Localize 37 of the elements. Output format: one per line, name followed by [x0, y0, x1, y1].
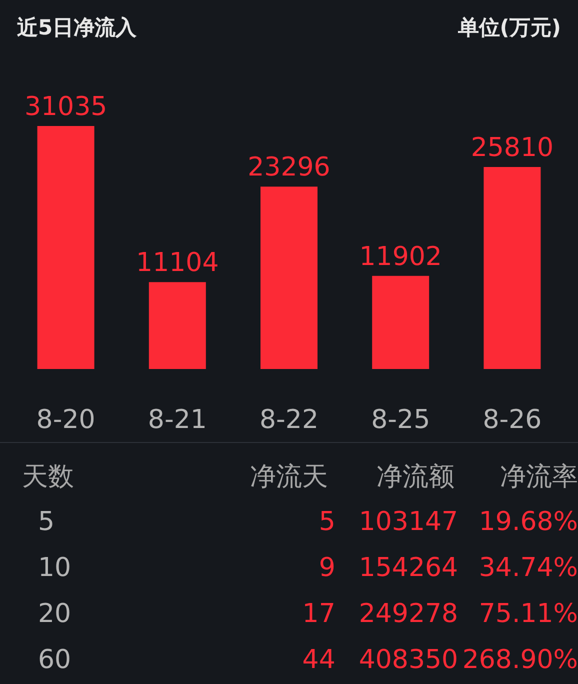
bar: [148, 282, 206, 369]
x-tick-label: 8-26: [482, 405, 542, 435]
chart-title: 近5日净流入: [16, 16, 138, 40]
text: 5: [38, 507, 55, 537]
x-tick-label: 8-25: [371, 405, 430, 435]
bar: [260, 186, 318, 369]
data-label: 25810: [470, 132, 554, 163]
text: 154264: [358, 553, 458, 583]
text: 268.90%: [462, 645, 578, 675]
text: 44: [302, 645, 336, 675]
text: 19.68%: [478, 507, 578, 537]
x-tick-label: 8-22: [259, 405, 319, 435]
text: 103147: [358, 507, 458, 537]
text: 75.11%: [478, 599, 578, 629]
text: 34.74%: [478, 553, 578, 583]
text: 17: [302, 599, 336, 629]
category-label: 天数: [21, 460, 75, 494]
x-tick-label: 8-20: [36, 405, 96, 435]
x-tick-label: 8-21: [148, 405, 207, 435]
data-label: 11902: [359, 242, 442, 272]
text: 408350: [358, 645, 458, 675]
text: 5: [318, 507, 336, 537]
bar: [372, 276, 430, 369]
text: 20: [38, 599, 72, 629]
text: 10: [38, 553, 72, 583]
bar: [484, 166, 541, 369]
category-label: 净流天: [249, 460, 328, 494]
text: 249278: [358, 599, 458, 629]
text: 60: [38, 645, 72, 675]
category-label: 净流额: [376, 460, 455, 494]
data-label: 31035: [24, 92, 108, 122]
category-label: 净流率: [499, 460, 578, 494]
chart-subtitle: 单位(万元): [456, 16, 562, 40]
data-label: 23296: [248, 152, 330, 183]
text: 9: [318, 553, 336, 583]
data-label: 11104: [136, 248, 219, 278]
bar: [37, 126, 94, 369]
